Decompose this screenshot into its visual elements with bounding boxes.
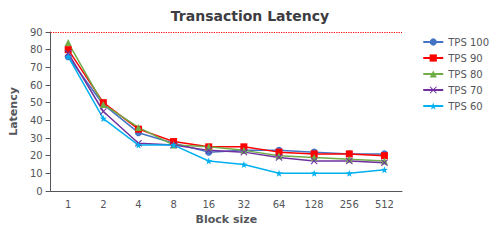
svg-text:Latency: Latency — [7, 87, 20, 136]
svg-text:Transaction Latency: Transaction Latency — [171, 8, 329, 24]
svg-text:512: 512 — [375, 199, 394, 210]
svg-text:20: 20 — [30, 150, 43, 161]
svg-text:8: 8 — [170, 199, 176, 210]
svg-text:TPS 100: TPS 100 — [447, 37, 489, 48]
svg-text:10: 10 — [30, 168, 43, 179]
svg-text:16: 16 — [202, 199, 215, 210]
svg-text:1: 1 — [65, 199, 71, 210]
svg-text:TPS 60: TPS 60 — [447, 101, 482, 112]
svg-text:4: 4 — [135, 199, 141, 210]
svg-text:Block size: Block size — [196, 213, 258, 226]
svg-text:TPS 80: TPS 80 — [447, 69, 482, 80]
svg-text:256: 256 — [340, 199, 359, 210]
svg-text:70: 70 — [30, 62, 43, 73]
svg-text:64: 64 — [273, 199, 286, 210]
svg-text:0: 0 — [36, 186, 42, 197]
svg-text:30: 30 — [30, 133, 43, 144]
svg-text:2: 2 — [100, 199, 106, 210]
svg-text:TPS 90: TPS 90 — [447, 53, 482, 64]
svg-text:90: 90 — [30, 27, 43, 38]
svg-text:80: 80 — [30, 44, 43, 55]
svg-text:TPS 70: TPS 70 — [447, 85, 482, 96]
svg-text:40: 40 — [30, 115, 43, 126]
svg-text:50: 50 — [30, 97, 43, 108]
svg-text:128: 128 — [305, 199, 324, 210]
svg-text:32: 32 — [238, 199, 251, 210]
svg-text:60: 60 — [30, 80, 43, 91]
